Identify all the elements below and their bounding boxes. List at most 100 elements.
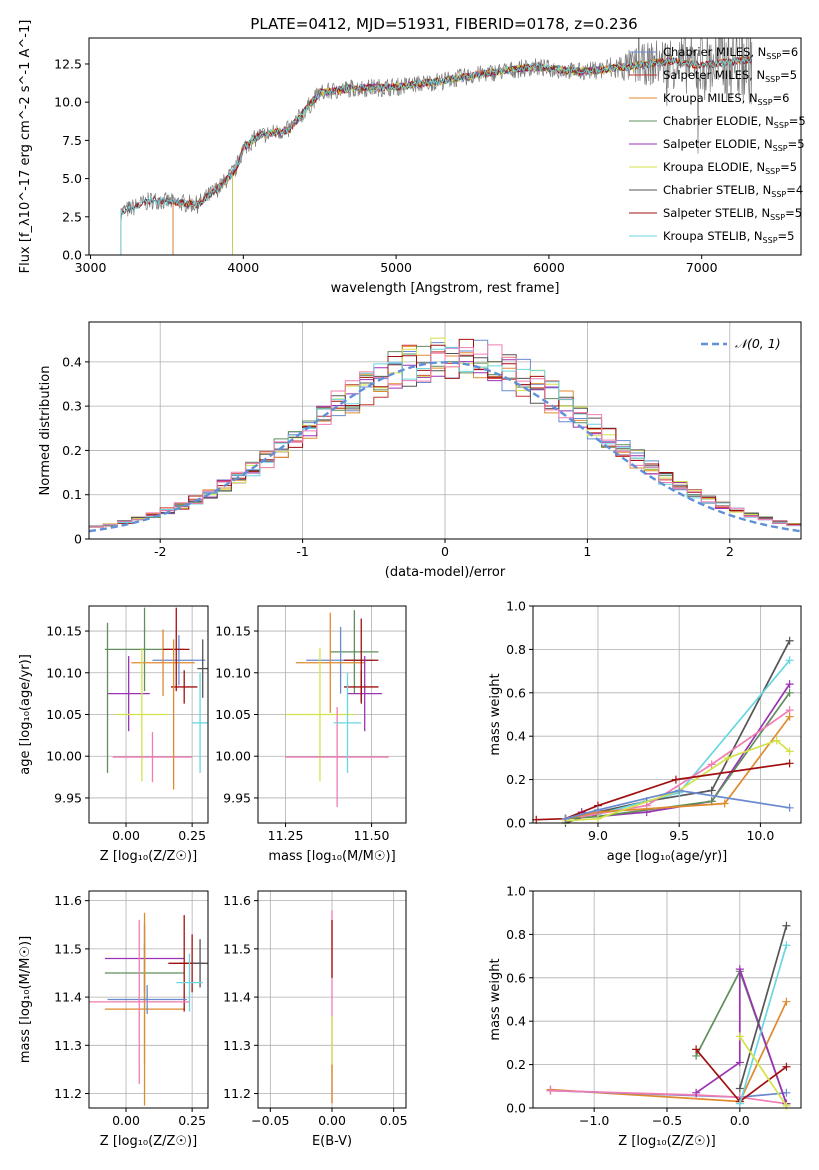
y-tick-label: 10.05 xyxy=(215,707,251,722)
data-point xyxy=(785,759,794,768)
data-point xyxy=(735,965,744,974)
x-axis-label: age [log₁₀(age/yr)] xyxy=(607,849,728,864)
axes-frame xyxy=(88,890,209,1109)
data-point xyxy=(720,799,729,808)
data-point xyxy=(707,786,716,795)
series-line xyxy=(565,739,791,822)
data-point xyxy=(785,688,794,697)
legend-label: Salpeter ELODIE, NSSP=5 xyxy=(663,137,805,153)
y-tick-label: 0 xyxy=(74,532,82,547)
y-axis-label: Normed distribution xyxy=(38,366,53,496)
spectrum-model-line xyxy=(232,57,671,255)
x-axis-label: mass [log₁₀(M/M☉)] xyxy=(268,849,395,864)
mass_weight_vs_age-panel: 9.0 9.5 10.0 0.0 0.2 0.4 0.6 0.8 1.0 age [log₁₀(a… xyxy=(488,599,802,864)
data-point xyxy=(593,805,602,814)
legend-label: Chabrier STELIB, NSSP=4 xyxy=(663,183,803,199)
y-tick-label: 11.4 xyxy=(223,990,251,1005)
x-axis-label: Z [log₁₀(Z/Z☉)] xyxy=(100,1134,197,1149)
spectrum-model-line xyxy=(172,55,752,255)
y-tick-label: 2.5 xyxy=(62,209,82,224)
x-axis-label: Z [log₁₀(Z/Z☉)] xyxy=(618,1134,715,1149)
mass_vs_z-panel: 0.00 0.25 11.2 11.3 11.4 11.5 11.6 Z [log₁₀(Z/Z… xyxy=(18,890,209,1149)
x-tick-label: 6000 xyxy=(533,260,565,275)
spectrum-panel: 3000 4000 5000 6000 7000 0.0 2.5 5.0 7.5 10.0 12.5… xyxy=(18,20,806,296)
data-point xyxy=(785,656,794,665)
data-point xyxy=(671,775,680,784)
y-tick-label: 0.6 xyxy=(506,685,526,700)
x-tick-label: 11.50 xyxy=(354,828,390,843)
y-tick-label: 11.5 xyxy=(54,941,82,956)
y-tick-label: 0.2 xyxy=(62,443,82,458)
x-tick-label: -2 xyxy=(154,544,166,559)
spectrum-model-line xyxy=(172,56,752,255)
data-point xyxy=(723,753,732,762)
x-tick-label: −0.5 xyxy=(652,1113,682,1128)
figure-title: PLATE=0412, MJD=51931, FIBERID=0178, z=0… xyxy=(250,15,637,33)
legend-label: Salpeter MILES, NSSP=5 xyxy=(663,68,797,84)
y-axis-label: mass weight xyxy=(488,958,503,1040)
x-axis-label: E(B-V) xyxy=(312,1134,352,1149)
y-tick-label: 1.0 xyxy=(506,599,526,614)
x-tick-label: 0.00 xyxy=(112,1113,140,1128)
y-tick-label: 10.05 xyxy=(46,707,82,722)
y-tick-label: 0.1 xyxy=(62,487,82,502)
legend-label: Kroupa ELODIE, NSSP=5 xyxy=(663,160,797,176)
y-tick-label: 11.6 xyxy=(223,893,251,908)
data-point xyxy=(532,815,541,824)
x-tick-label: 1 xyxy=(583,544,591,559)
y-tick-label: 11.2 xyxy=(223,1086,251,1101)
x-tick-label: 4000 xyxy=(227,260,259,275)
x-axis-label: Z [log₁₀(Z/Z☉)] xyxy=(100,849,197,864)
data-point xyxy=(707,760,716,769)
spectrum-model-line xyxy=(120,56,753,255)
x-axis-label: (data-model)/error xyxy=(385,565,506,580)
series-line xyxy=(738,945,788,1104)
spectrum-model-line xyxy=(172,55,752,255)
x-tick-label: 7000 xyxy=(686,260,718,275)
legend-label: Chabrier ELODIE, NSSP=5 xyxy=(663,114,806,130)
y-tick-label: 0.0 xyxy=(506,1101,526,1116)
y-axis-label: mass [log₁₀(M/M☉)] xyxy=(18,936,33,1063)
x-tick-label: 0.25 xyxy=(178,828,206,843)
data-point xyxy=(782,1062,791,1071)
y-tick-label: 12.5 xyxy=(54,56,82,71)
y-tick-label: 5.0 xyxy=(62,171,82,186)
y-tick-label: 0.3 xyxy=(62,399,82,414)
series-line xyxy=(565,640,791,824)
data-point xyxy=(782,997,791,1006)
residuals-panel: -2 -1 0 1 2 0 0.1 0.2 0.3 0.4 (data-model)/error No… xyxy=(38,321,802,580)
x-tick-label: 5000 xyxy=(380,260,412,275)
series-line xyxy=(550,1089,787,1105)
series-line xyxy=(739,1035,788,1107)
y-tick-label: 0.8 xyxy=(506,642,526,657)
gaussian-curve xyxy=(88,361,802,533)
legend-label: Kroupa MILES, NSSP=6 xyxy=(663,91,789,107)
x-tick-label: 9.5 xyxy=(669,828,689,843)
axes-frame xyxy=(88,37,802,256)
y-tick-label: 11.3 xyxy=(54,1038,82,1053)
data-point xyxy=(735,1058,744,1067)
y-tick-label: 0.4 xyxy=(506,729,526,744)
y-tick-label: 9.95 xyxy=(54,790,82,805)
data-point xyxy=(785,712,794,721)
data-point xyxy=(785,636,794,645)
y-tick-label: 11.5 xyxy=(223,941,251,956)
x-tick-label: 0 xyxy=(441,544,449,559)
legend-label: Kroupa STELIB, NSSP=5 xyxy=(663,229,794,245)
data-point xyxy=(782,1088,791,1097)
data-point xyxy=(675,786,684,795)
y-tick-label: 0.4 xyxy=(506,1014,526,1029)
plot-layer: 3000 4000 5000 6000 70000.02.55.07.510.012.5… xyxy=(18,20,806,1149)
data-point xyxy=(772,736,781,745)
data-point xyxy=(735,1099,744,1108)
y-tick-label: 0.2 xyxy=(506,772,526,787)
y-tick-label: 0.0 xyxy=(62,248,82,263)
x-tick-label: 0.00 xyxy=(318,1113,346,1128)
y-axis-label: mass weight xyxy=(488,673,503,755)
series-line xyxy=(695,968,788,1104)
mass_vs_ebv-panel: −0.05 0.00 0.05 11.2 11.3 11.4 11.5 11.6 E(B-V) xyxy=(223,890,408,1149)
y-tick-label: 11.4 xyxy=(54,990,82,1005)
y-tick-label: 10.00 xyxy=(46,749,82,764)
legend-label: Salpeter STELIB, NSSP=5 xyxy=(663,206,802,222)
data-point xyxy=(785,803,794,812)
